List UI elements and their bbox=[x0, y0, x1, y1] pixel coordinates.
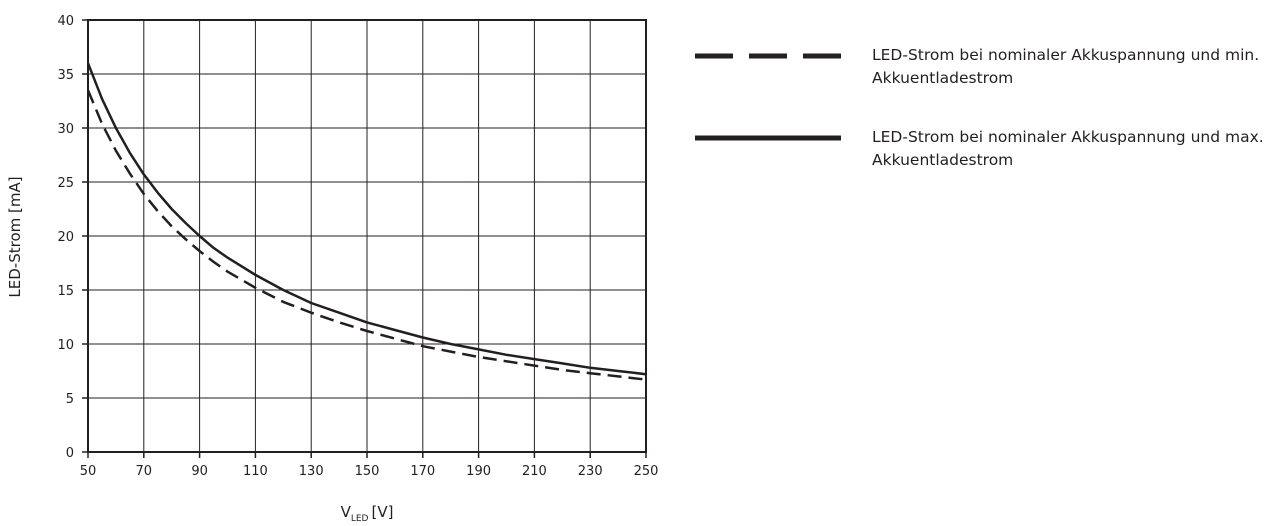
grid bbox=[88, 20, 646, 452]
x-tick-label: 230 bbox=[578, 464, 603, 479]
x-tick-label: 50 bbox=[80, 464, 97, 479]
x-tick-label: 170 bbox=[410, 464, 435, 479]
legend-label-max: LED-Strom bei nominaler Akkuspannung und… bbox=[872, 126, 1282, 172]
x-tick-label: 70 bbox=[136, 464, 153, 479]
y-tick-label: 40 bbox=[57, 14, 74, 29]
legend-swatch-solid bbox=[695, 132, 841, 144]
x-axis-title: VLED [V] bbox=[341, 503, 394, 524]
y-tick-label: 0 bbox=[66, 446, 74, 461]
y-tick-label: 30 bbox=[57, 122, 74, 137]
y-tick-label: 15 bbox=[57, 284, 74, 299]
x-tick-label: 190 bbox=[466, 464, 491, 479]
x-axis-title-unit: [V] bbox=[371, 503, 393, 521]
legend-item-max: LED-Strom bei nominaler Akkuspannung und… bbox=[695, 126, 1280, 208]
x-tick-label: 130 bbox=[299, 464, 324, 479]
x-tick-label: 90 bbox=[191, 464, 208, 479]
y-tick-label: 20 bbox=[57, 230, 74, 245]
ticks bbox=[82, 20, 646, 458]
x-tick-label: 210 bbox=[522, 464, 547, 479]
y-tick-label: 35 bbox=[57, 68, 74, 83]
tick-labels: 50 70 90 110 130 150 170 190 210 230 250 0 5 10 15 20 25… bbox=[57, 14, 658, 479]
y-axis-title: LED-Strom [mA] bbox=[6, 176, 24, 297]
x-tick-label: 150 bbox=[355, 464, 380, 479]
x-axis-title-subscript: LED bbox=[351, 514, 369, 524]
x-tick-label: 110 bbox=[243, 464, 268, 479]
y-tick-label: 5 bbox=[66, 392, 74, 407]
y-tick-label: 10 bbox=[57, 338, 74, 353]
chart: 50 70 90 110 130 150 170 190 210 230 250 0 5 10 15 20 25… bbox=[0, 0, 690, 526]
y-tick-label: 25 bbox=[57, 176, 74, 191]
legend: LED-Strom bei nominaler Akkuspannung und… bbox=[695, 44, 1280, 208]
legend-label-min: LED-Strom bei nominaler Akkuspannung und… bbox=[872, 44, 1282, 90]
legend-item-min: LED-Strom bei nominaler Akkuspannung und… bbox=[695, 44, 1280, 126]
legend-swatch-dashed bbox=[695, 50, 841, 62]
x-tick-label: 250 bbox=[634, 464, 659, 479]
